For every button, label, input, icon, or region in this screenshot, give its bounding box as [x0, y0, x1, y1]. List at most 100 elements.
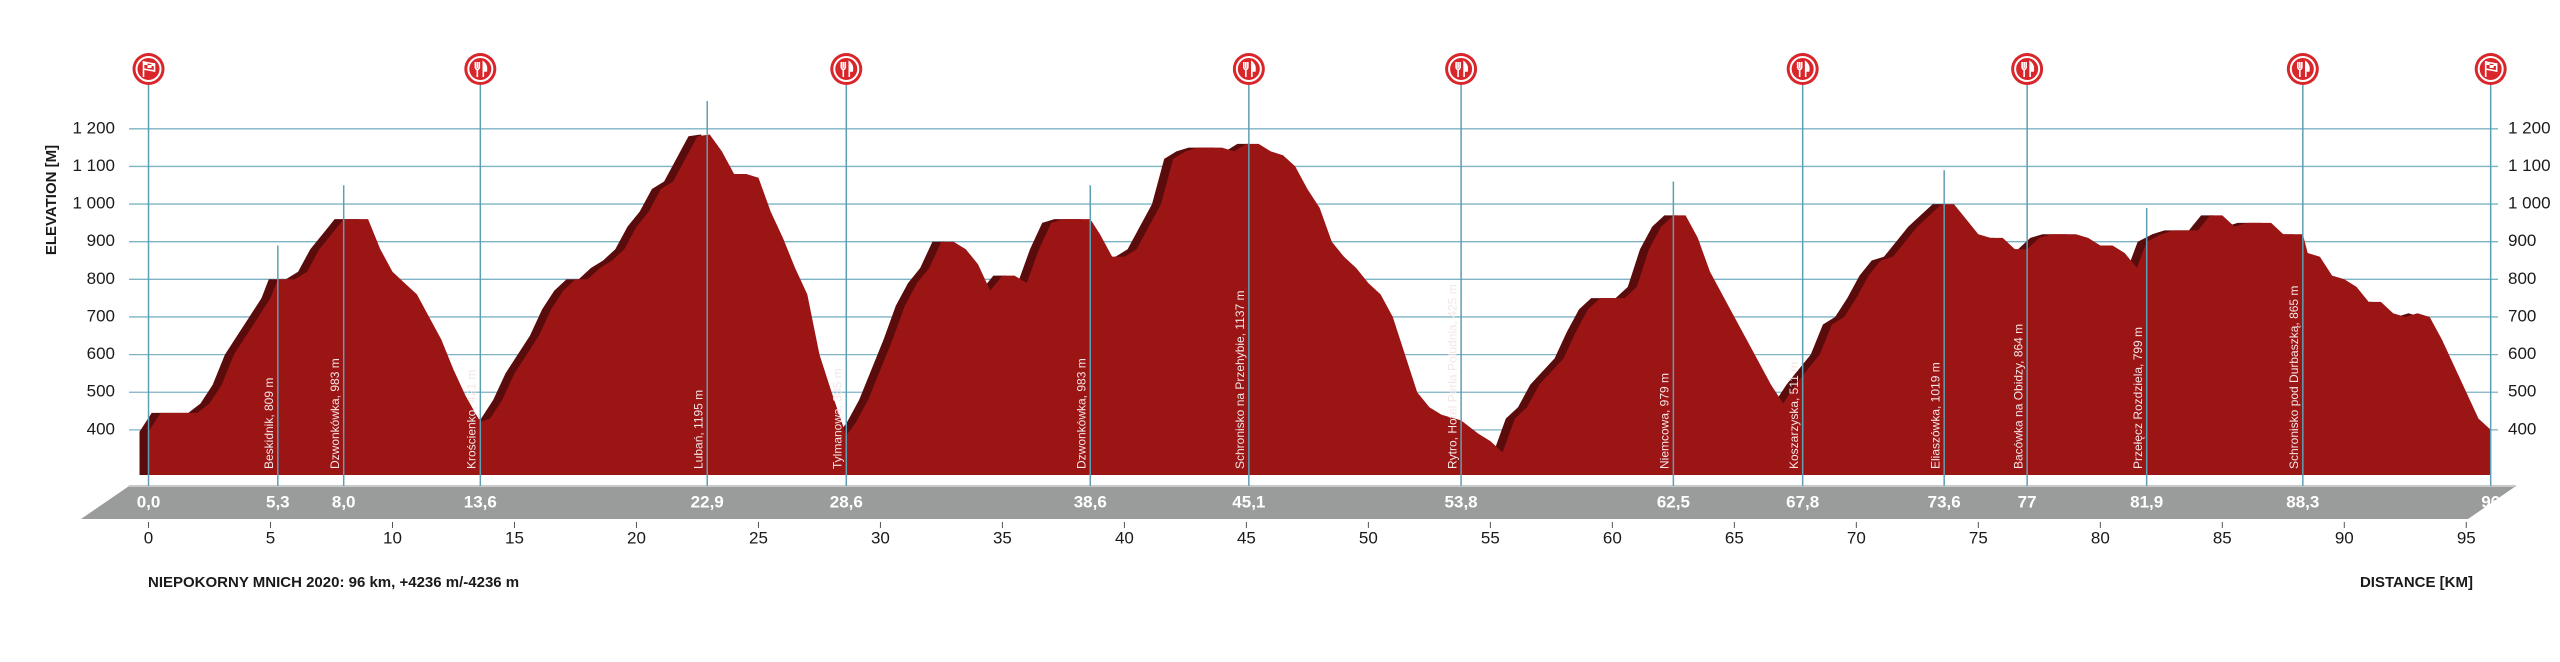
y-tick-label-right: 1 200: [2508, 118, 2551, 137]
waypoint-name: Schronisko na Przehybie, 1137 m: [1233, 290, 1247, 469]
icon-ring: [1448, 56, 1475, 82]
waypoint-km-label: 77: [2018, 492, 2037, 511]
waypoint-km-label: 73,6: [1928, 492, 1961, 511]
y-axis-title: ELEVATION [M]: [43, 145, 60, 255]
waypoint-name: Bacówka na Obidzy, 864 m: [2011, 324, 2025, 469]
x-tick-label: 40: [1115, 528, 1134, 547]
icon-fork: [1243, 62, 1249, 77]
y-tick-label-right: 500: [2508, 382, 2536, 401]
y-tick-label: 700: [87, 306, 115, 325]
waypoint-name: Rytro, Hotel Perła Południa, 425 m: [1445, 284, 1459, 469]
y-tick-label: 1 100: [72, 156, 115, 175]
x-tick-label: 75: [1969, 528, 1988, 547]
waypoint-km-label: 38,6: [1074, 492, 1107, 511]
x-tick-label: 35: [993, 528, 1012, 547]
waypoint-km-label: 13,6: [464, 492, 497, 511]
x-tick-label: 0: [144, 528, 153, 547]
y-tick-label: 400: [87, 419, 115, 438]
y-tick-label-right: 900: [2508, 231, 2536, 250]
waypoint-km-label: 53,8: [1445, 492, 1478, 511]
waypoint-km-label: 67,8: [1786, 492, 1819, 511]
waypoint-km-label: 62,5: [1657, 492, 1690, 511]
x-tick-label: 30: [871, 528, 890, 547]
y-tick-label-right: 600: [2508, 344, 2536, 363]
y-tick-label: 1 000: [72, 194, 115, 213]
waypoint-name: Dzwonkówka, 983 m: [1074, 358, 1088, 469]
icon-knife: [1463, 60, 1469, 77]
icon-knife: [1251, 60, 1256, 77]
icon-ring: [833, 56, 860, 82]
x-tick-label: 85: [2213, 528, 2232, 547]
waypoint-km-label: 28,6: [830, 492, 863, 511]
x-tick-label: 95: [2457, 528, 2476, 547]
x-axis-title: DISTANCE [KM]: [2360, 574, 2473, 591]
waypoint-name: Eliaszówka, 1019 m: [1928, 362, 1942, 469]
icon-knife: [2305, 60, 2310, 77]
waypoint-icon: [464, 53, 497, 85]
waypoint-name: Koszarzyska, 511 m: [1787, 362, 1801, 469]
icon-ring: [1235, 56, 1262, 82]
icon-knife: [482, 60, 488, 77]
waypoint-icon: [2474, 53, 2507, 85]
y-tick-label-right: 1 000: [2508, 194, 2551, 213]
icon-fork: [1455, 62, 1461, 77]
waypoint-icon: [1445, 53, 1478, 85]
x-tick-label: 25: [749, 528, 768, 547]
waypoint-km-label: 22,9: [691, 492, 724, 511]
waypoint-icon: [2286, 53, 2319, 85]
icon-ring: [135, 56, 162, 82]
waypoint-km-label: 96: [2481, 492, 2500, 511]
x-tick-label: 5: [266, 528, 275, 547]
waypoint-km-label: 8,0: [332, 492, 356, 511]
y-tick-label-right: 400: [2508, 419, 2536, 438]
icon-ring: [2477, 56, 2504, 82]
icon-fork: [474, 62, 481, 77]
y-tick-label-right: 1 100: [2508, 156, 2551, 175]
distance-band: [81, 486, 2516, 519]
x-tick-label: 65: [1725, 528, 1744, 547]
waypoint-icon: [1232, 53, 1265, 85]
waypoint-name: Schronisko pod Durbaszką, 865 m: [2287, 286, 2301, 469]
icon-flag-check: [2485, 62, 2497, 68]
waypoint-icon: [830, 53, 863, 85]
y-tick-label: 500: [87, 382, 115, 401]
icon-flag-check: [143, 62, 155, 68]
waypoint-name: Przełęcz Rozdziela, 799 m: [2131, 327, 2145, 469]
x-tick-label: 80: [2091, 528, 2110, 547]
y-tick-label: 800: [87, 269, 115, 288]
waypoint-name: Tylmanowa, 385 m: [830, 368, 844, 469]
icon-fork: [840, 62, 847, 77]
x-tick-label: 15: [505, 528, 524, 547]
icon-ring: [1789, 56, 1816, 82]
waypoint-icon: [132, 53, 165, 85]
y-tick-label: 900: [87, 231, 115, 250]
waypoint-name: Krościenko, 421 m: [464, 370, 478, 469]
x-tick-label: 50: [1359, 528, 1378, 547]
y-tick-label: 1 200: [72, 118, 115, 137]
waypoint-name: Beskidnik, 809 m: [262, 378, 276, 469]
waypoint-km-label: 45,1: [1232, 492, 1265, 511]
icon-fork: [2297, 62, 2303, 77]
x-tick-label: 90: [2335, 528, 2354, 547]
x-tick-label: 10: [383, 528, 402, 547]
y-tick-label-right: 700: [2508, 306, 2536, 325]
waypoint-km-label: 0,0: [137, 492, 161, 511]
x-tick-label: 45: [1237, 528, 1256, 547]
waypoint-name: Niemcowa, 979 m: [1658, 373, 1672, 469]
x-tick-label: 55: [1481, 528, 1500, 547]
waypoint-icon: [1786, 53, 1819, 85]
x-tick-label: 20: [627, 528, 646, 547]
icon-ring: [467, 56, 494, 82]
waypoint-km-label: 5,3: [266, 492, 290, 511]
waypoint-km-label: 81,9: [2130, 492, 2163, 511]
icon-knife: [848, 60, 854, 77]
icon-fork: [2021, 62, 2027, 77]
y-tick-label-right: 800: [2508, 269, 2536, 288]
icon-fork: [1796, 62, 1803, 77]
icon-knife: [1804, 60, 1810, 77]
waypoint-name: Lubań, 1195 m: [691, 390, 705, 469]
x-tick-label: 60: [1603, 528, 1622, 547]
icon-ring: [2289, 56, 2316, 82]
icon-ring: [2014, 56, 2041, 82]
